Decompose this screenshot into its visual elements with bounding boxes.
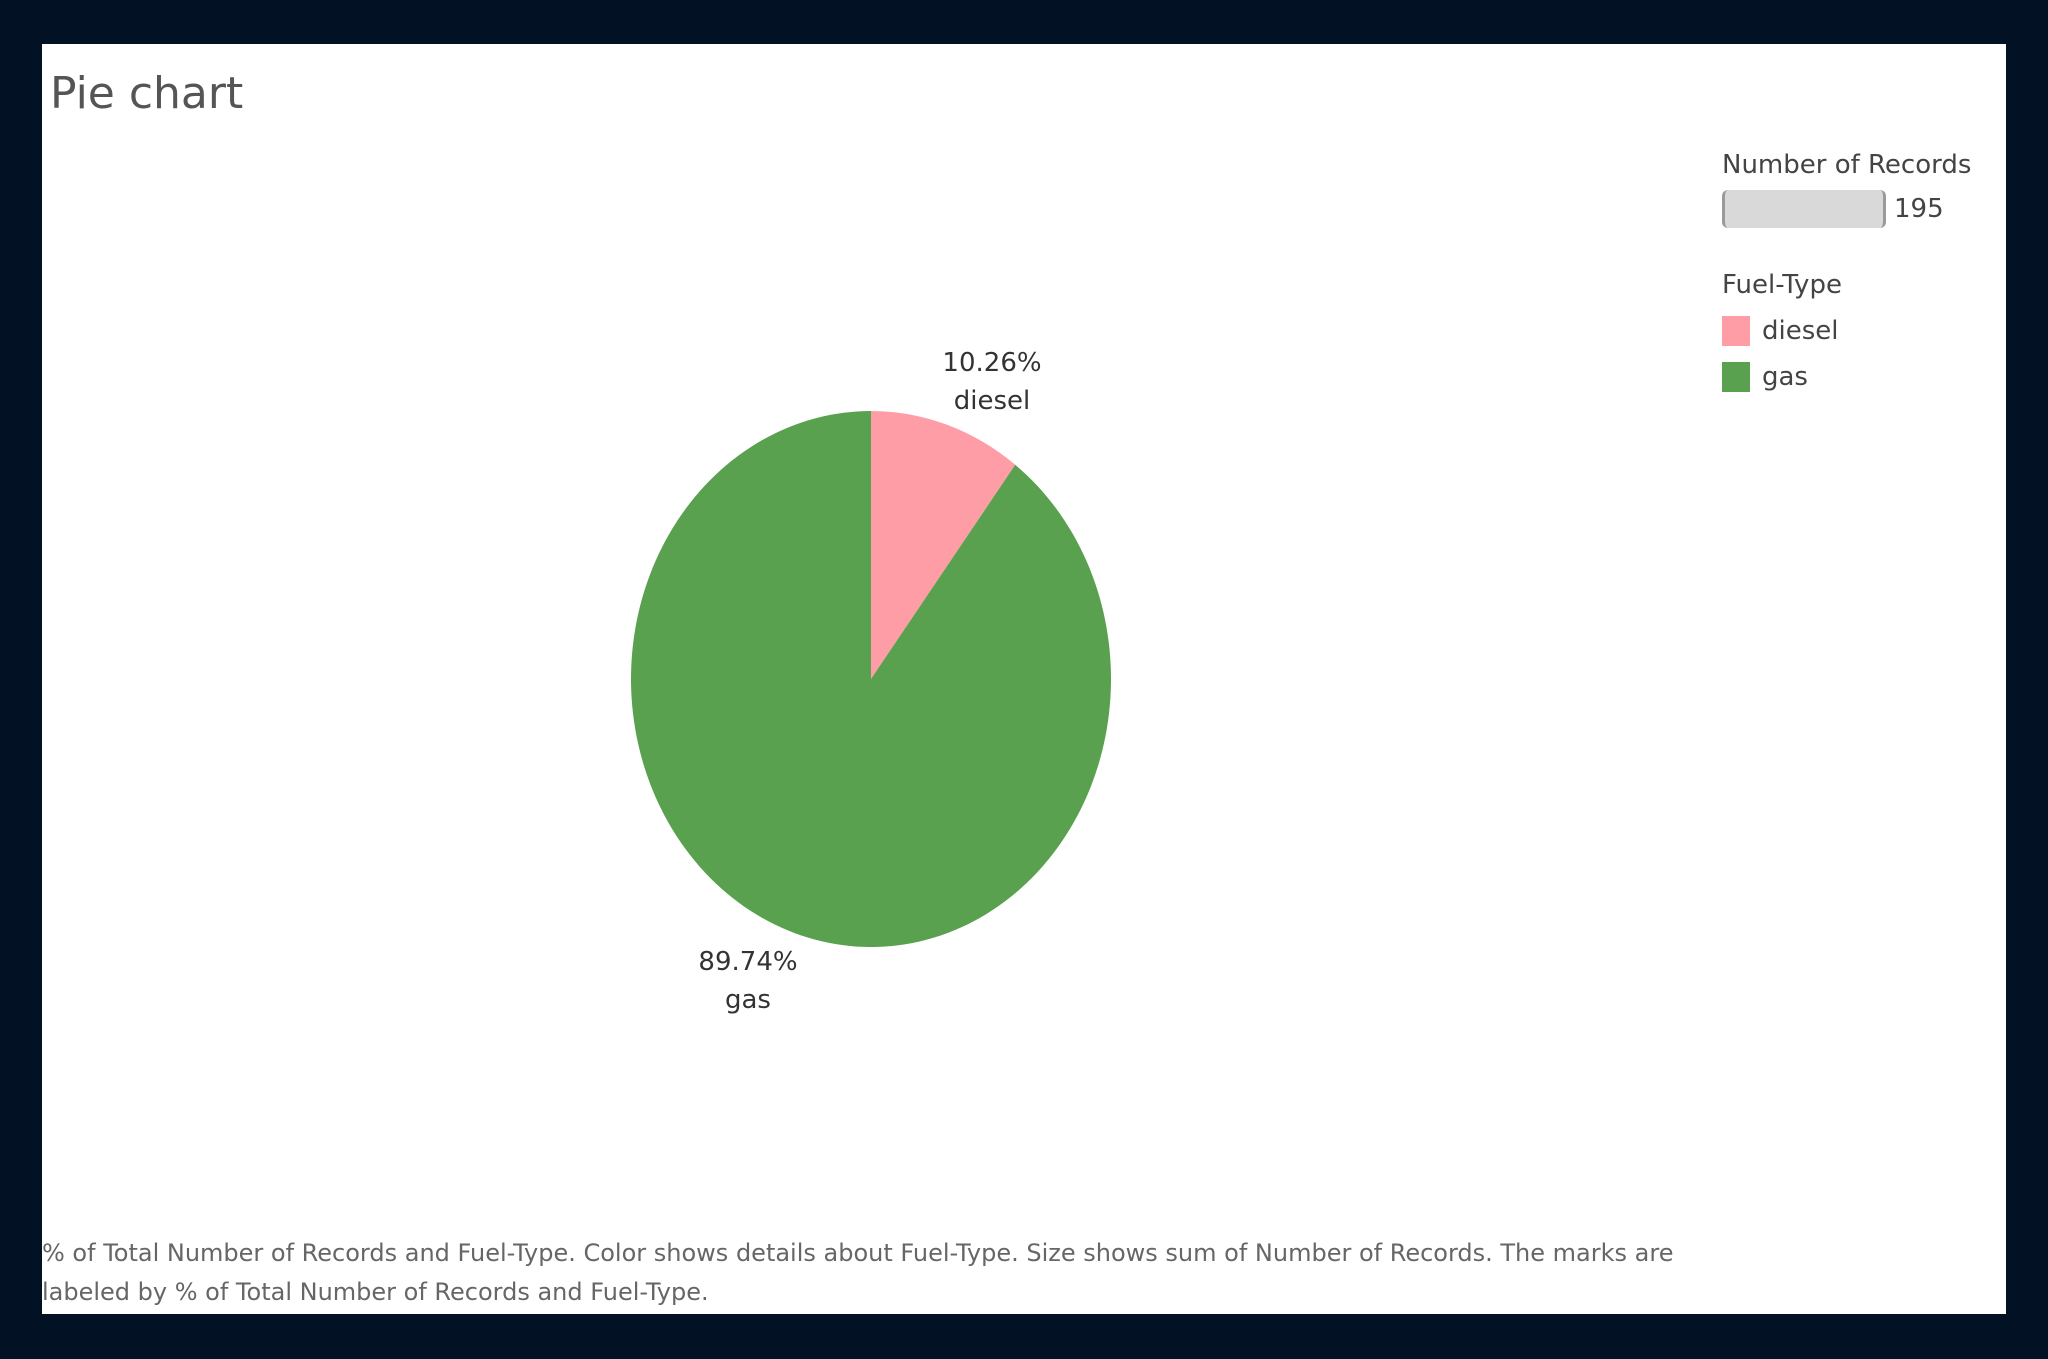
color-legend: Fuel-Type diesel gas bbox=[1722, 270, 2002, 400]
pie-slice-gas[interactable] bbox=[631, 411, 1111, 947]
legend-item-label: gas bbox=[1762, 362, 1808, 392]
legend-swatch-gas bbox=[1722, 362, 1750, 392]
chart-title: Pie chart bbox=[50, 68, 244, 119]
chart-caption: % of Total Number of Records and Fuel-Ty… bbox=[42, 1239, 1674, 1306]
size-legend-max: 195 bbox=[1894, 194, 1944, 224]
pie-slice-diesel[interactable] bbox=[871, 411, 1016, 679]
legend-item-label: diesel bbox=[1762, 316, 1839, 346]
slice-label-percent-gas: 89.74% bbox=[698, 947, 797, 977]
size-legend-title: Number of Records bbox=[1722, 150, 1972, 180]
legend-panel: Number of Records 195 Fuel-Type diesel g… bbox=[1722, 150, 2002, 400]
color-legend-title: Fuel-Type bbox=[1722, 270, 1842, 300]
legend-item-gas[interactable]: gas bbox=[1722, 354, 2002, 400]
pie-chart: 10.26% diesel 89.74% gas bbox=[631, 348, 1111, 1015]
chart-frame: Pie chart 10.26% diesel 89.74% gas Number o… bbox=[42, 44, 2006, 1314]
slice-label-name-diesel: diesel bbox=[954, 386, 1031, 416]
size-legend-bar bbox=[1722, 190, 1886, 228]
slice-label-name-gas: gas bbox=[725, 985, 771, 1015]
slice-label-percent-diesel: 10.26% bbox=[942, 348, 1041, 378]
legend-item-diesel[interactable]: diesel bbox=[1722, 308, 2002, 354]
legend-swatch-diesel bbox=[1722, 316, 1750, 346]
size-legend: 195 bbox=[1722, 188, 2002, 230]
